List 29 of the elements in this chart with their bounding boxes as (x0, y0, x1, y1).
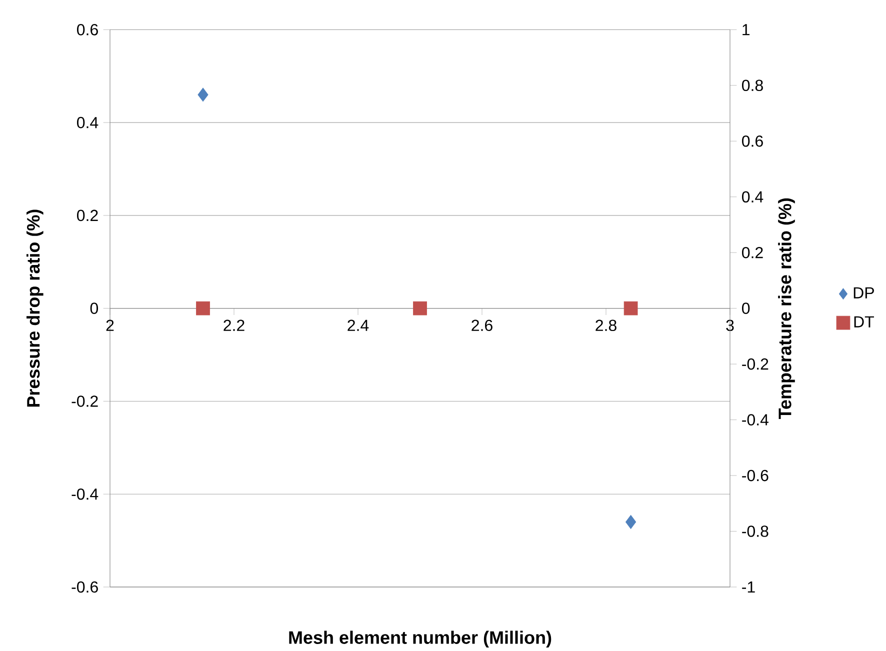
y-tick-label: 0.4 (77, 116, 98, 128)
y2-tick-label: -0.4 (742, 414, 768, 426)
y2-axis-title: Temperature rise ratio (%) (778, 198, 795, 419)
y2-tick-label: -0.2 (742, 358, 768, 370)
legend-label: DT (854, 316, 874, 328)
y-tick-label: -0.6 (72, 581, 98, 593)
y-axis-title: Pressure drop ratio (%) (26, 210, 44, 407)
y2-tick-label: 0.4 (742, 191, 764, 203)
y2-tick-label: 1 (742, 24, 750, 36)
legend-label: DP (854, 287, 874, 298)
x-tick-label: 2.2 (224, 320, 244, 331)
y2-tick-label: 0.6 (742, 135, 763, 147)
x-axis-title: Mesh element number (Million) (289, 630, 552, 648)
y-tick-label: -0.4 (72, 488, 98, 500)
y2-tick-label: 0.8 (742, 80, 763, 92)
y-tick-label: 0 (90, 302, 98, 314)
x-tick-label: 2.8 (596, 320, 616, 332)
y-tick-label: 0.2 (77, 210, 98, 222)
x-tick-label: 2 (106, 320, 114, 331)
y-tick-label: -0.2 (72, 396, 98, 407)
x-tick-label: 3 (726, 320, 734, 332)
y2-tick-label: 0 (742, 302, 750, 314)
y2-tick-label: -0.6 (742, 470, 768, 482)
y-tick-label: 0.6 (77, 24, 98, 36)
y2-tick-label: -1 (742, 582, 755, 593)
x-tick-label: 2.4 (348, 320, 369, 331)
y2-tick-label: -0.8 (742, 526, 768, 537)
x-tick-label: 2.6 (472, 320, 492, 332)
y2-tick-label: 0.2 (742, 246, 763, 258)
